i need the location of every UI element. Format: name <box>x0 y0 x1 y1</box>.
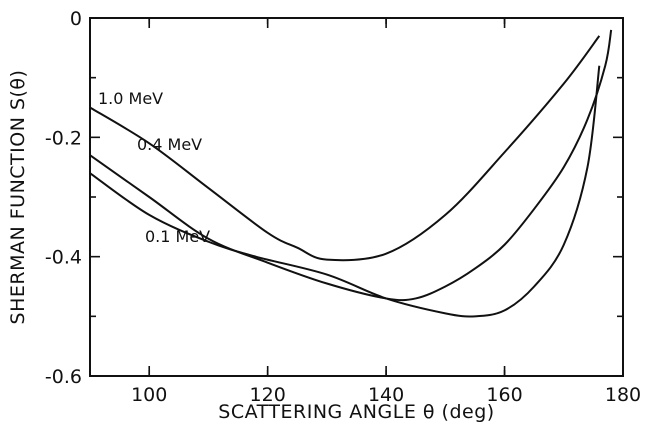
x-axis-label: SCATTERING ANGLE θ (deg) <box>218 401 494 423</box>
x-axis-ticks: 100 120 140 160 180 <box>131 18 641 406</box>
x-tick-label: 100 <box>131 384 167 406</box>
series-labels: 1.0 MeV 0.4 MeV 0.1 MeV <box>98 89 210 246</box>
series-label: 1.0 MeV <box>98 89 163 108</box>
x-tick-label: 160 <box>486 384 522 406</box>
y-tick-label: 0 <box>70 8 82 30</box>
series-label: 0.4 MeV <box>137 135 202 154</box>
y-tick-label: -0.4 <box>45 247 82 269</box>
y-axis-ticks: 0 -0.2 -0.4 -0.6 <box>45 8 623 388</box>
y-tick-label: -0.2 <box>45 127 82 149</box>
series-curve <box>89 29 613 302</box>
series-curve <box>89 65 601 318</box>
x-tick-label: 120 <box>250 384 286 406</box>
x-tick-label: 180 <box>605 384 641 406</box>
series-curves <box>89 29 613 318</box>
y-tick-label: -0.6 <box>45 366 82 388</box>
axes: 100 120 140 160 180 0 -0.2 -0.4 -0.6 <box>45 8 641 406</box>
x-tick-label: 140 <box>368 384 404 406</box>
series-label: 0.1 MeV <box>145 227 210 246</box>
series-curve <box>89 35 601 262</box>
y-axis-label: SHERMAN FUNCTION S(θ) <box>7 70 29 325</box>
